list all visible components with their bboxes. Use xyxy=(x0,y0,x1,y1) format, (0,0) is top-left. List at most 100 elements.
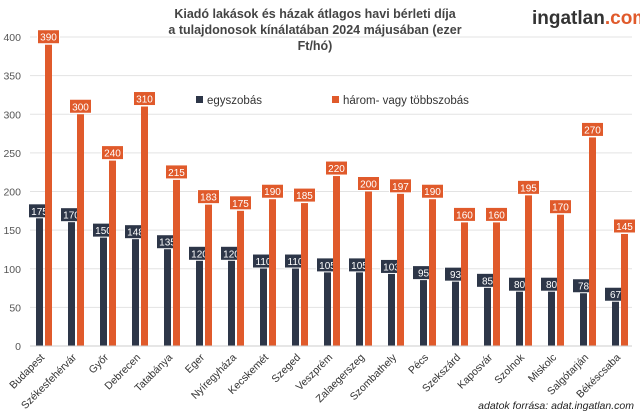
bar-egyszobas xyxy=(132,231,139,346)
data-label: 145 xyxy=(616,222,633,233)
legend-marker xyxy=(196,96,203,103)
bar-tobbszobas xyxy=(237,210,244,346)
bar-egyszobas xyxy=(100,230,107,346)
data-label: 175 xyxy=(232,199,249,210)
bar-tobbszobas xyxy=(109,160,116,346)
title-line-1: Kiadó lakások és házak átlagos havi bérl… xyxy=(174,7,456,21)
x-tick-label: Győr xyxy=(87,351,112,376)
legend-label: három- vagy többszobás xyxy=(343,95,469,107)
bar-egyszobas xyxy=(484,280,491,346)
data-label: 175 xyxy=(31,207,48,218)
y-tick-label: 50 xyxy=(9,302,21,314)
bar-tobbszobas xyxy=(141,106,148,347)
data-label: 190 xyxy=(424,187,441,198)
y-tick-label: 350 xyxy=(3,71,21,83)
data-label: 93 xyxy=(450,270,462,281)
data-label: 95 xyxy=(418,269,430,280)
y-tick-label: 400 xyxy=(3,32,21,44)
bar-tobbszobas xyxy=(493,222,500,346)
ingatlan-logo: ingatlan.com xyxy=(532,8,640,30)
data-label-box xyxy=(293,187,316,203)
logo-main: ingatlan xyxy=(532,8,605,29)
bar-egyszobas xyxy=(420,272,427,346)
bar-egyszobas xyxy=(260,261,267,346)
x-tick-label: Szolnok xyxy=(492,351,527,386)
data-label-box xyxy=(517,179,540,195)
data-label: 67 xyxy=(610,290,622,301)
data-label: 390 xyxy=(40,33,57,44)
source-note: adatok forrása: adat.ingatlan.com xyxy=(478,400,634,412)
y-tick-label: 300 xyxy=(3,109,21,121)
bar-tobbszobas xyxy=(205,204,212,346)
data-label-box xyxy=(229,195,252,211)
data-label: 190 xyxy=(264,187,281,198)
data-label: 78 xyxy=(578,282,590,293)
bar-tobbszobas xyxy=(429,199,436,346)
data-label: 183 xyxy=(200,193,217,204)
logo-suffix: .com xyxy=(604,8,640,29)
data-label: 310 xyxy=(136,95,153,106)
chart-title: Kiadó lakások és házak átlagos havi bérl… xyxy=(150,6,480,54)
bar-tobbszobas xyxy=(461,222,468,346)
bar-tobbszobas xyxy=(77,114,84,346)
data-label-box xyxy=(421,183,444,199)
bar-egyszobas xyxy=(228,253,235,346)
data-label: 160 xyxy=(456,210,473,221)
bar-egyszobas xyxy=(548,284,555,346)
data-label: 200 xyxy=(360,180,377,191)
bar-tobbszobas xyxy=(333,176,340,346)
data-label-box xyxy=(37,29,60,45)
data-label: 185 xyxy=(296,191,313,202)
data-label-box xyxy=(581,121,604,137)
data-label-box xyxy=(165,164,188,180)
data-label: 80 xyxy=(514,280,526,291)
y-tick-label: 150 xyxy=(3,225,21,237)
data-label-box xyxy=(613,218,636,234)
data-label: 215 xyxy=(168,168,185,179)
bar-tobbszobas xyxy=(525,195,532,346)
data-label: 160 xyxy=(488,210,505,221)
bar-egyszobas xyxy=(164,241,171,346)
data-label: 135 xyxy=(159,238,176,249)
data-label: 110 xyxy=(256,257,272,268)
bar-egyszobas xyxy=(36,210,43,346)
data-label: 105 xyxy=(351,261,368,272)
bar-tobbszobas xyxy=(557,214,564,346)
bar-tobbszobas xyxy=(365,191,372,346)
y-tick-label: 200 xyxy=(3,187,21,199)
data-label: 170 xyxy=(63,211,80,222)
data-label: 150 xyxy=(95,226,112,237)
title-line-2: a tulajdonosok kínálatában 2024 májusába… xyxy=(168,23,462,53)
bar-egyszobas xyxy=(196,253,203,346)
data-label: 120 xyxy=(223,249,240,260)
bar-egyszobas xyxy=(452,274,459,346)
y-tick-label: 250 xyxy=(3,148,21,160)
data-label-box xyxy=(389,178,412,194)
data-label: 270 xyxy=(584,125,601,136)
data-label: 110 xyxy=(288,257,304,268)
data-label: 85 xyxy=(482,276,494,287)
bar-tobbszobas xyxy=(269,199,276,346)
data-label-box xyxy=(357,176,380,191)
bar-tobbszobas xyxy=(397,193,404,346)
data-label: 240 xyxy=(104,149,121,160)
data-label-box xyxy=(69,98,92,114)
data-label: 195 xyxy=(520,183,537,194)
x-tick-label: Eger xyxy=(183,351,208,376)
data-label: 220 xyxy=(328,164,345,175)
bar-tobbszobas xyxy=(621,233,628,346)
bar-egyszobas xyxy=(612,294,619,346)
data-label-box xyxy=(197,189,220,205)
data-label-box xyxy=(101,145,124,161)
data-label-box xyxy=(549,199,572,215)
legend-marker xyxy=(332,96,339,103)
data-label: 120 xyxy=(191,249,208,260)
data-label-box xyxy=(325,160,348,176)
data-label: 170 xyxy=(552,203,569,214)
data-label-box xyxy=(485,206,508,222)
data-label-box xyxy=(453,206,476,222)
data-label: 197 xyxy=(392,182,409,193)
y-tick-label: 0 xyxy=(15,341,21,353)
bar-tobbszobas xyxy=(173,179,180,346)
